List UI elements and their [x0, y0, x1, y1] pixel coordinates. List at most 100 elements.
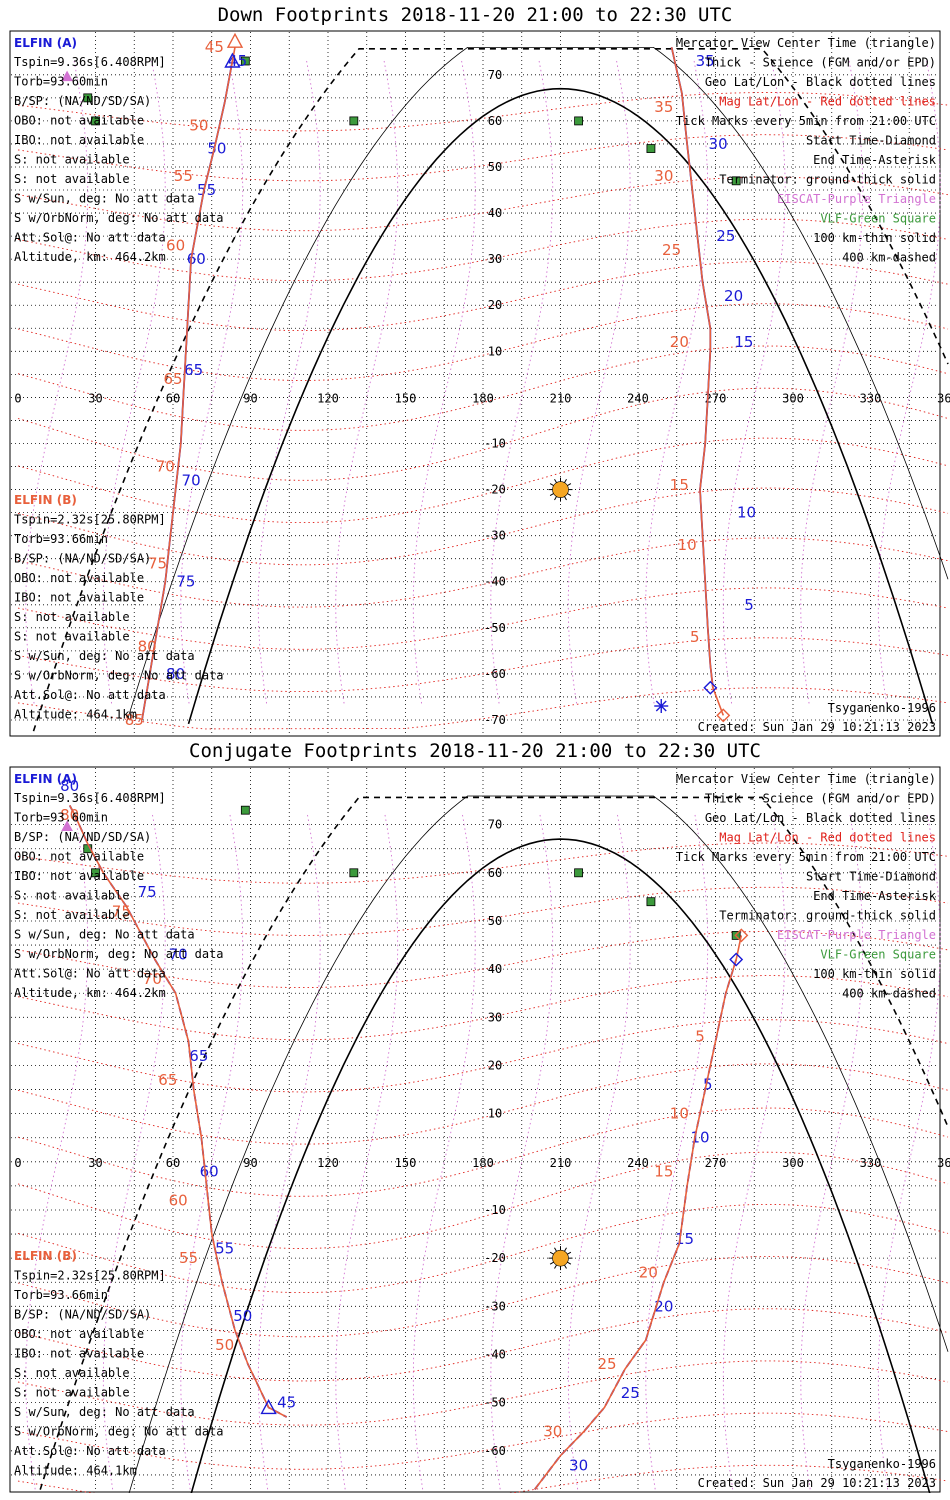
- elfin-b-tick-label: 55: [179, 1249, 198, 1267]
- mag-longitude-line: [567, 814, 631, 1490]
- mag-latitude-line: [17, 176, 949, 232]
- elfin-a-info-line: Tspin=9.36s[6.408RPM]: [14, 55, 166, 69]
- elfin-b-center-triangle: [226, 32, 244, 48]
- elfin-b-tick-label: 20: [639, 1264, 658, 1282]
- elfin-a-info-line: S w/OrbNorm, deg: No att data: [14, 211, 224, 225]
- mag-latitude-line: [17, 587, 949, 650]
- elfin-b-tick-label: 80: [60, 806, 79, 824]
- vlf-station-marker: [574, 868, 583, 878]
- mag-latitude-line: [17, 886, 949, 936]
- eiscat-marker: [61, 70, 73, 82]
- mag-longitude-line: [180, 814, 244, 1490]
- x-tick-label: 30: [88, 1156, 102, 1170]
- y-tick-label: -40: [484, 1347, 506, 1361]
- legend-entry: Mag Lat/Lon - Red dotted lines: [719, 831, 936, 845]
- x-tick-label: 300: [782, 1156, 804, 1170]
- mag-longitude-line: [25, 814, 89, 1490]
- y-tick-label: 30: [488, 1010, 502, 1024]
- legend-entry: Start Time-Diamond: [806, 134, 936, 148]
- elfin-a-info-line: B/SP: (NA/ND/SD/SA): [14, 94, 151, 108]
- sun-ray: [554, 1247, 557, 1252]
- elfin-b-tick-label: 50: [215, 1336, 234, 1354]
- mag-longitude-line: [722, 814, 786, 1490]
- mag-longitude-line: [335, 60, 399, 707]
- x-tick-label: 0: [14, 1156, 21, 1170]
- elfin-a-header: ELFIN (A): [14, 36, 77, 50]
- y-tick-label: 40: [488, 206, 502, 220]
- mag-longitude-line: [335, 814, 399, 1490]
- elfin-a-tick-label: 5: [703, 1076, 713, 1094]
- y-tick-label: 50: [488, 160, 502, 174]
- sun-ray: [567, 1251, 572, 1255]
- created-timestamp: Created: Sun Jan 29 10:21:13 2023: [698, 1476, 936, 1490]
- elfin-a-tick-label: 25: [621, 1384, 640, 1402]
- y-tick-label: 60: [488, 114, 502, 128]
- elfin-b-info-line: Att.Sol@: No att data: [14, 1444, 166, 1458]
- x-tick-label: 240: [627, 391, 649, 405]
- plot-frame: [9, 30, 941, 737]
- x-tick-label: 90: [243, 1156, 257, 1170]
- vlf-station-marker: [91, 116, 100, 126]
- elfin-a-tick-label: 70: [182, 471, 201, 489]
- legend-entry: Terminator: ground-thick solid: [719, 909, 936, 923]
- elfin-b-tick-label: 10: [678, 536, 697, 554]
- elfin-b-info-line: Altitude: 464.1km: [14, 708, 137, 722]
- mag-latitude-line: [17, 930, 949, 989]
- plot-frame: [9, 766, 941, 1493]
- mag-longitude-line: [257, 60, 321, 707]
- elfin-b-info-line: IBO: not available: [14, 1347, 144, 1361]
- y-tick-label: 50: [488, 914, 502, 928]
- sun-ray: [567, 483, 572, 487]
- mag-longitude-line: [800, 60, 864, 707]
- elfin-b-info: ELFIN (B) Tspin=2.32s[25.80RPM] Torb=93.66…: [14, 1249, 224, 1478]
- x-tick-label: 210: [550, 391, 572, 405]
- x-tick-label: 330: [860, 391, 882, 405]
- eiscat-marker: [61, 820, 73, 832]
- mag-latitude-line: [17, 1151, 949, 1249]
- terminator-400km-line: [32, 48, 949, 732]
- elfin-b-start-diamond: [734, 928, 749, 943]
- mag-grid: [17, 60, 949, 730]
- panel-1-title: Down Footprints 2018-11-20 21:00 to 22:3…: [217, 4, 733, 26]
- legend-entry: End Time-Asterisk: [813, 153, 937, 167]
- elfin-a-info-line: S w/OrbNorm, deg: No att data: [14, 947, 224, 961]
- mag-longitude-line: [645, 60, 709, 707]
- legend-entry: 100 km-thin solid: [813, 231, 936, 245]
- sun-ray: [549, 1251, 554, 1255]
- y-tick-label: -20: [484, 1251, 506, 1265]
- elfin-b-info-line: IBO: not available: [14, 591, 144, 605]
- down-footprints-chart: 0 30 60 90 120 150 180 210 240 270 300 330 360 70 60 50…: [9, 30, 950, 737]
- x-tick-label: 90: [243, 391, 257, 405]
- vlf-station-marker: [91, 868, 100, 878]
- legend-entry: Start Time-Diamond: [806, 870, 936, 884]
- x-tick-label: 30: [88, 391, 102, 405]
- elfin-b-tick-label: 20: [670, 333, 689, 351]
- mag-latitude-line: [17, 1412, 949, 1470]
- vlf-station-marker: [83, 93, 93, 103]
- vlf-station-marker: [731, 176, 741, 186]
- elfin-b-info-line: OBO: not available: [14, 571, 144, 585]
- elfin-a-tick-label: 35: [696, 52, 715, 70]
- legend-entry: 400 km-dashed: [842, 251, 936, 265]
- elfin-b-info-line: S w/Sun, deg: No att data: [14, 649, 195, 663]
- elfin-a-tick-label: 70: [169, 946, 188, 964]
- conjugate-footprints-chart: 0 30 60 90 120 150 180 210 240 270 300 330 360 70 60 50…: [9, 766, 950, 1493]
- elfin-b-track: [141, 47, 236, 721]
- elfin-a-tick-label: 55: [197, 181, 216, 199]
- legend-entry: Geo Lat/Lon - Black dotted lines: [705, 75, 936, 89]
- y-tick-label: -50: [484, 621, 506, 635]
- y-tick-label: -10: [484, 436, 506, 450]
- elfin-a-info: ELFIN (A) Tspin=9.36s[6.408RPM] Torb=93.60…: [14, 772, 224, 1000]
- elfin-a-tick-label: 60: [200, 1162, 219, 1180]
- terminator-100km-line: [126, 47, 949, 723]
- legend-entry: Mag Lat/Lon - Red dotted lines: [719, 95, 936, 109]
- sun-ray: [567, 1261, 572, 1265]
- elfin-a-info-line: OBO: not available: [14, 850, 144, 864]
- y-tick-label: -70: [484, 1492, 506, 1493]
- sun-ray: [567, 493, 572, 497]
- elfin-a-info-line: S: not available: [14, 889, 130, 903]
- vlf-station-marker: [646, 897, 656, 907]
- elfin-b-tick-label: 15: [670, 476, 689, 494]
- elfin-a-info-line: S w/Sun, deg: No att data: [14, 192, 195, 206]
- legend-entry: 100 km-thin solid: [813, 967, 936, 981]
